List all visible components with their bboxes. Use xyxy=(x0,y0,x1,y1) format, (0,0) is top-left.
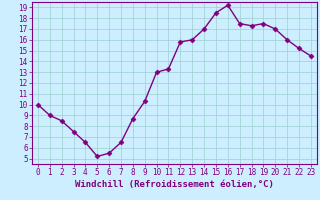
X-axis label: Windchill (Refroidissement éolien,°C): Windchill (Refroidissement éolien,°C) xyxy=(75,180,274,189)
